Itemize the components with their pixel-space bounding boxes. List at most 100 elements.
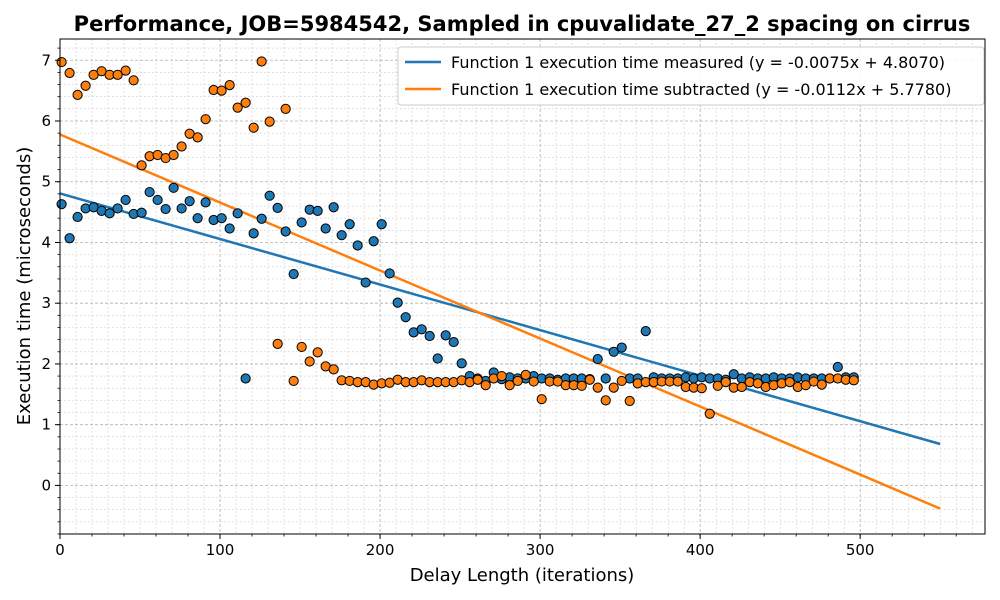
point-measured bbox=[312, 205, 323, 216]
point-measured bbox=[176, 203, 187, 214]
point-measured bbox=[296, 217, 307, 228]
point-measured bbox=[344, 219, 355, 230]
plot-frame bbox=[59, 38, 986, 535]
point-subtracted bbox=[848, 375, 859, 386]
point-subtracted bbox=[264, 116, 275, 127]
point-measured bbox=[400, 312, 411, 323]
point-measured bbox=[232, 208, 243, 219]
point-subtracted bbox=[128, 75, 139, 86]
y-tick-label: 3 bbox=[41, 294, 51, 312]
point-subtracted bbox=[496, 370, 507, 382]
point-measured bbox=[320, 223, 331, 234]
point-subtracted bbox=[624, 395, 635, 407]
point-subtracted bbox=[704, 408, 715, 419]
point-subtracted bbox=[520, 369, 531, 380]
point-subtracted bbox=[672, 376, 683, 387]
point-measured bbox=[192, 213, 203, 224]
point-subtracted bbox=[504, 380, 515, 391]
point-measured bbox=[352, 240, 363, 251]
point-measured bbox=[416, 324, 427, 335]
y-tick-label: 1 bbox=[41, 416, 51, 434]
legend-label-measured: Function 1 execution time measured (y = … bbox=[451, 53, 945, 72]
point-measured bbox=[72, 211, 83, 223]
point-subtracted bbox=[56, 56, 67, 68]
point-subtracted bbox=[312, 347, 323, 358]
point-subtracted bbox=[472, 374, 483, 385]
x-tick-label: 400 bbox=[686, 541, 715, 559]
point-measured bbox=[640, 326, 651, 337]
fit-line-subtracted bbox=[59, 133, 941, 510]
point-subtracted bbox=[200, 114, 211, 125]
point-subtracted bbox=[616, 375, 627, 387]
point-subtracted bbox=[272, 338, 283, 349]
data-points bbox=[56, 56, 859, 419]
point-measured bbox=[136, 207, 147, 218]
x-tick-label: 500 bbox=[846, 541, 875, 559]
point-measured bbox=[288, 268, 299, 280]
x-tick-label: 300 bbox=[526, 541, 555, 559]
point-measured bbox=[424, 330, 435, 342]
point-subtracted bbox=[584, 374, 595, 385]
point-measured bbox=[600, 373, 611, 384]
chart-title: Performance, JOB=5984542, Sampled in cpu… bbox=[74, 12, 971, 36]
y-tick-label: 4 bbox=[41, 233, 51, 251]
point-subtracted bbox=[72, 89, 83, 100]
point-measured bbox=[832, 361, 843, 373]
point-measured bbox=[256, 213, 267, 224]
point-subtracted bbox=[720, 377, 731, 388]
point-subtracted bbox=[512, 375, 523, 387]
point-subtracted bbox=[216, 85, 227, 96]
point-measured bbox=[56, 199, 67, 210]
point-measured bbox=[448, 336, 459, 348]
point-subtracted bbox=[576, 380, 587, 391]
point-measured bbox=[392, 297, 403, 308]
fit-lines bbox=[59, 133, 941, 510]
point-measured bbox=[368, 236, 379, 247]
legend-label-subtracted: Function 1 execution time subtracted (y … bbox=[451, 80, 951, 99]
point-measured bbox=[272, 202, 283, 213]
point-subtracted bbox=[528, 376, 539, 387]
grid bbox=[59, 39, 985, 535]
point-subtracted bbox=[304, 356, 315, 367]
point-measured bbox=[248, 228, 259, 239]
point-measured bbox=[104, 208, 115, 219]
point-measured bbox=[152, 194, 163, 206]
y-tick-label: 0 bbox=[41, 476, 51, 494]
point-measured bbox=[456, 358, 467, 369]
point-subtracted bbox=[224, 80, 235, 91]
point-subtracted bbox=[592, 382, 603, 393]
point-subtracted bbox=[600, 395, 611, 406]
point-measured bbox=[376, 219, 387, 230]
point-measured bbox=[328, 202, 339, 213]
point-measured bbox=[264, 190, 275, 201]
point-subtracted bbox=[816, 379, 827, 390]
point-measured bbox=[360, 277, 371, 288]
y-tick-label: 6 bbox=[41, 112, 51, 130]
point-subtracted bbox=[64, 67, 75, 79]
axis-ticks: 0 100 200 300 400 500 0 1 2 3 4 5 6 7 bbox=[41, 47, 957, 559]
point-subtracted bbox=[80, 80, 91, 91]
point-measured bbox=[384, 268, 395, 279]
point-measured bbox=[616, 342, 627, 353]
point-subtracted bbox=[296, 341, 307, 353]
point-measured bbox=[184, 196, 195, 207]
point-measured bbox=[112, 203, 123, 214]
x-tick-label: 200 bbox=[366, 541, 395, 559]
point-subtracted bbox=[120, 65, 131, 76]
point-subtracted bbox=[256, 56, 267, 67]
y-tick-label: 7 bbox=[41, 51, 51, 69]
point-subtracted bbox=[136, 160, 147, 171]
fit-line-measured bbox=[59, 192, 941, 446]
point-subtracted bbox=[232, 102, 243, 113]
point-subtracted bbox=[328, 364, 339, 375]
point-subtracted bbox=[112, 69, 123, 80]
y-tick-label: 2 bbox=[41, 355, 51, 373]
y-axis-label: Execution time (microseconds) bbox=[14, 147, 35, 426]
point-subtracted bbox=[288, 375, 299, 387]
point-measured bbox=[64, 233, 75, 244]
point-subtracted bbox=[240, 97, 251, 108]
point-measured bbox=[336, 230, 347, 241]
point-subtracted bbox=[784, 377, 795, 388]
point-measured bbox=[592, 353, 603, 365]
